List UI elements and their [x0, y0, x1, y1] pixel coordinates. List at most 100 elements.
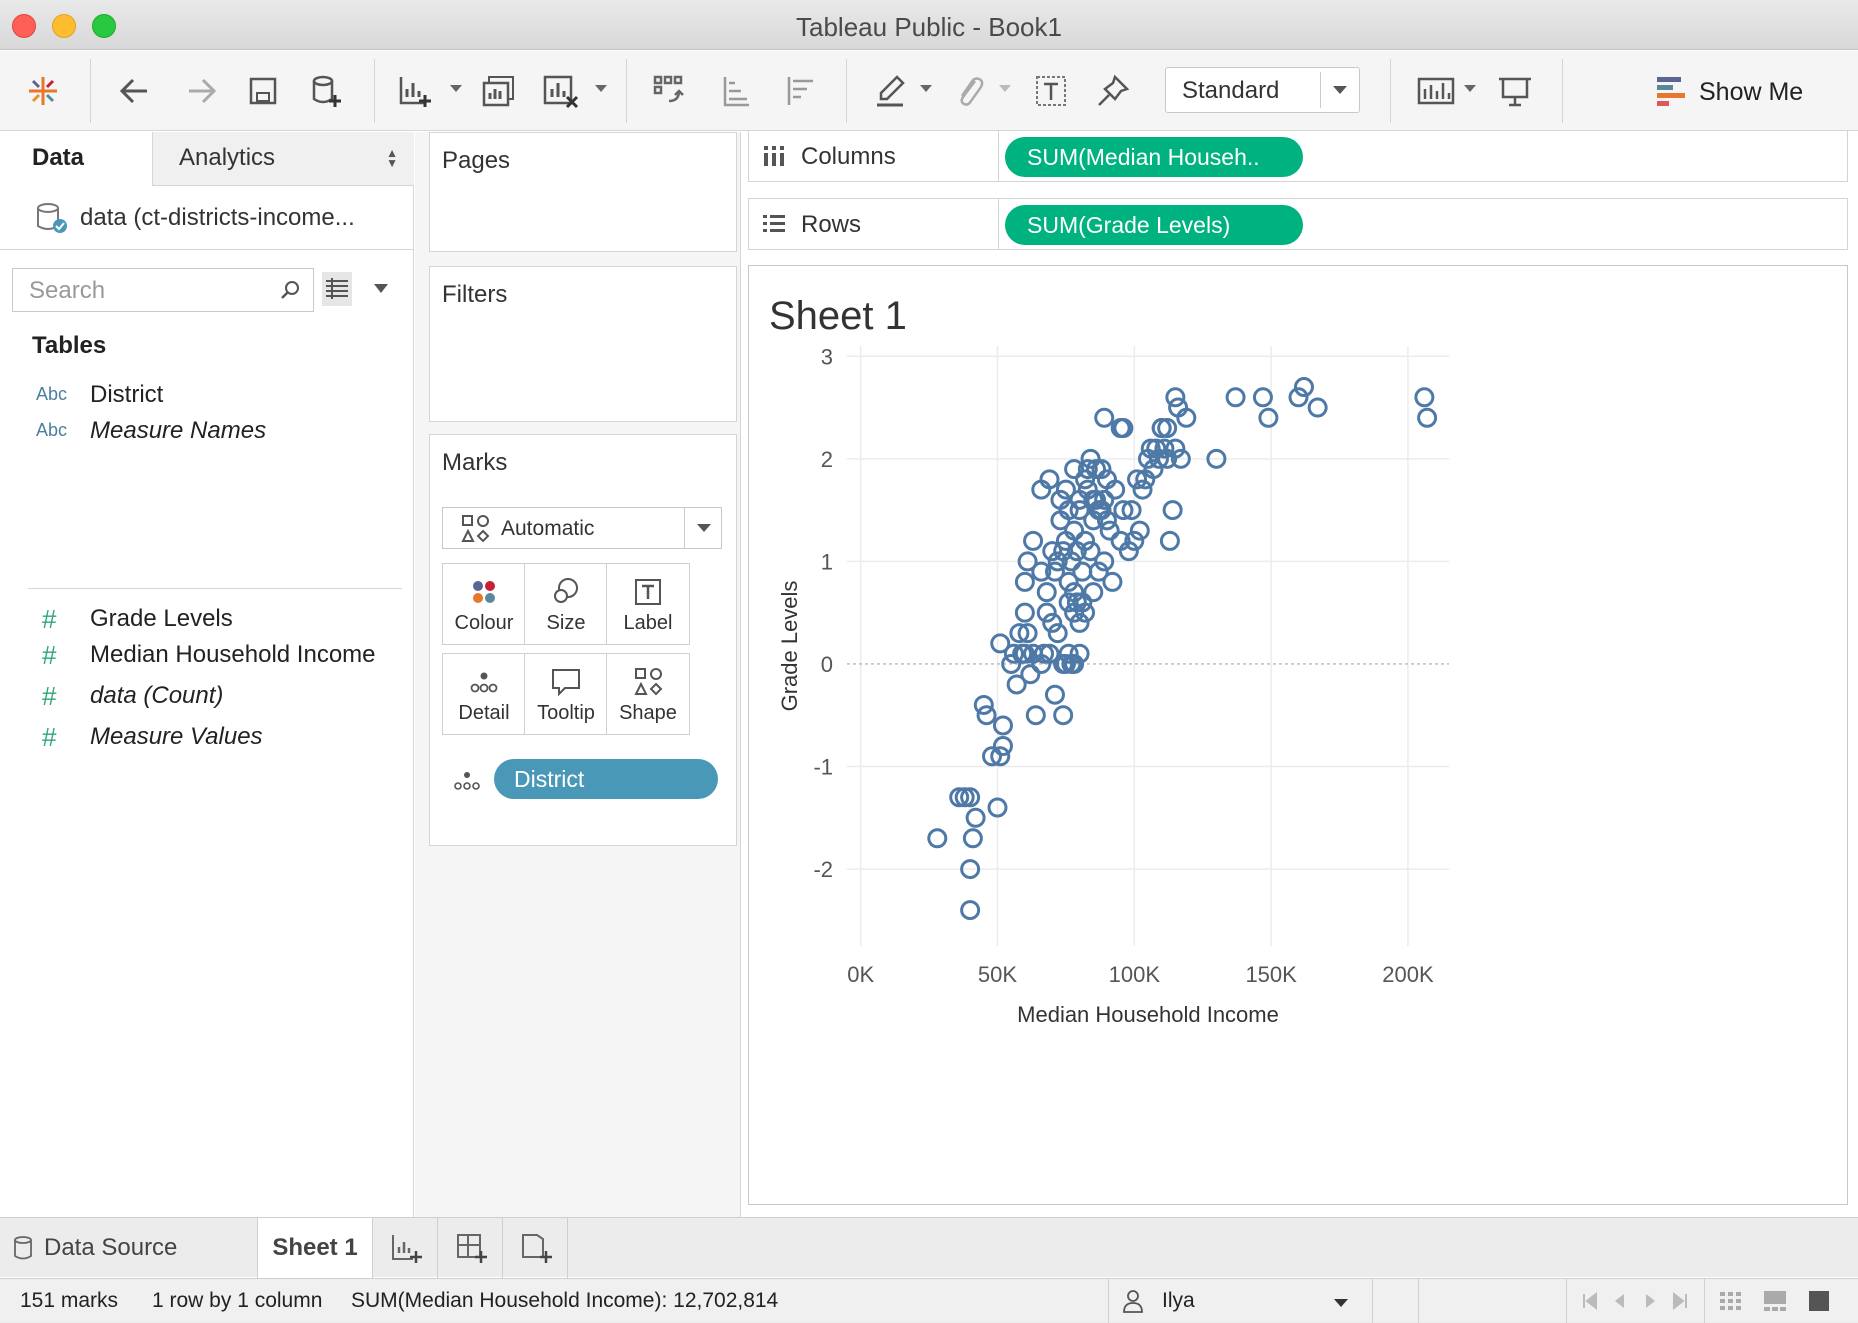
new-worksheet-icon[interactable]	[392, 69, 438, 113]
zoom-window-button[interactable]	[92, 14, 116, 38]
save-icon[interactable]	[240, 69, 286, 113]
scatter-point	[1014, 602, 1035, 623]
district-detail-pill[interactable]: District	[494, 759, 718, 799]
tooltip-button[interactable]: Tooltip	[524, 653, 608, 735]
tabs-view-icon[interactable]	[1806, 1289, 1832, 1313]
mark-type-dropdown[interactable]: Automatic	[442, 507, 722, 549]
field-search-input[interactable]: Search	[12, 268, 314, 312]
datasource-icon	[37, 203, 67, 233]
field-grade-levels[interactable]: # Grade Levels	[0, 600, 414, 640]
shelf-divider	[998, 131, 999, 181]
scatter-point	[1058, 571, 1079, 592]
number-type-icon: #	[42, 640, 57, 670]
scatter-point	[1307, 397, 1328, 418]
field-measure-names[interactable]: Abc Measure Names	[0, 412, 414, 452]
last-page-icon[interactable]	[1670, 1291, 1690, 1311]
show-me-button[interactable]: Show Me	[1655, 69, 1803, 115]
scatter-point	[987, 797, 1008, 818]
y-tick-label: 1	[821, 549, 833, 574]
clear-sheet-icon[interactable]	[538, 69, 584, 113]
label-button[interactable]: Label	[606, 563, 690, 645]
field-name: Measure Values	[90, 723, 263, 750]
field-district[interactable]: Abc District	[0, 376, 414, 416]
tab-data[interactable]: Data	[0, 132, 152, 186]
user-name[interactable]: Ilya	[1162, 1289, 1195, 1312]
tableau-logo-icon[interactable]	[20, 69, 66, 113]
toolbar-separator	[374, 59, 375, 123]
first-page-icon[interactable]	[1580, 1291, 1600, 1311]
status-bar: 151 marks 1 row by 1 column SUM(Median H…	[0, 1278, 1858, 1323]
new-worksheet-dropdown-caret[interactable]	[450, 85, 462, 92]
view-options-dropdown-caret[interactable]	[374, 284, 388, 293]
toolbar-separator	[846, 59, 847, 123]
colour-button[interactable]: Colour	[442, 563, 526, 645]
new-dashboard-tab-button[interactable]	[439, 1218, 503, 1278]
size-button[interactable]: Size	[524, 563, 608, 645]
columns-pill[interactable]: SUM(Median Househ..	[1005, 137, 1303, 177]
sort-ascending-icon[interactable]	[712, 69, 758, 113]
sum-readout: SUM(Median Household Income): 12,702,814	[351, 1289, 779, 1312]
scatter-point	[976, 705, 997, 726]
x-axis-label: Median Household Income	[1017, 1002, 1279, 1027]
highlight-dropdown-caret[interactable]	[920, 85, 932, 92]
fit-dropdown[interactable]: Standard	[1165, 67, 1360, 113]
new-story-tab-button[interactable]	[504, 1218, 568, 1278]
presentation-mode-icon[interactable]	[1492, 69, 1538, 113]
show-cards-icon[interactable]	[1412, 69, 1458, 113]
undo-arrow-icon[interactable]	[112, 69, 158, 113]
fix-axes-pin-icon[interactable]	[1090, 69, 1136, 113]
new-worksheet-tab-button[interactable]	[374, 1218, 438, 1278]
pages-card[interactable]: Pages	[429, 132, 737, 252]
minimize-window-button[interactable]	[52, 14, 76, 38]
field-measure-values[interactable]: # Measure Values	[0, 718, 414, 758]
shape-button[interactable]: Shape	[606, 653, 690, 735]
detail-button[interactable]: Detail	[442, 653, 526, 735]
scatter-point	[1072, 592, 1093, 613]
rows-shelf[interactable]: Rows SUM(Grade Levels)	[748, 198, 1848, 250]
previous-page-icon[interactable]	[1610, 1291, 1630, 1311]
clear-sheet-dropdown-caret[interactable]	[595, 85, 607, 92]
mark-type-divider	[684, 508, 685, 548]
next-page-icon[interactable]	[1640, 1291, 1660, 1311]
scatter-point	[1086, 459, 1107, 480]
highlight-icon[interactable]	[868, 69, 914, 113]
sheet-title[interactable]: Sheet 1	[769, 294, 907, 338]
search-icon	[281, 281, 299, 299]
group-dropdown-caret[interactable]	[999, 85, 1011, 92]
field-data-count[interactable]: # data (Count)	[0, 677, 414, 717]
redo-arrow-icon[interactable]	[178, 69, 224, 113]
list-view-icon	[326, 278, 348, 299]
show-cards-dropdown-caret[interactable]	[1464, 85, 1476, 92]
sheet1-tab[interactable]: Sheet 1	[257, 1218, 373, 1278]
sort-descending-icon[interactable]	[776, 69, 822, 113]
duplicate-sheet-icon[interactable]	[476, 69, 522, 113]
scatter-point	[1003, 643, 1024, 664]
rows-pill[interactable]: SUM(Grade Levels)	[1005, 205, 1303, 245]
rows-label: Rows	[801, 211, 862, 238]
colour-palette-icon	[473, 581, 495, 603]
filmstrip-view-icon[interactable]	[1762, 1289, 1788, 1313]
swap-rows-columns-icon[interactable]	[646, 69, 692, 113]
data-source-tab[interactable]: Data Source	[12, 1218, 252, 1278]
new-worksheet-icon	[391, 1235, 422, 1263]
columns-label: Columns	[801, 143, 896, 170]
filters-card[interactable]: Filters	[429, 266, 737, 422]
columns-shelf[interactable]: Columns SUM(Median Househ..	[748, 130, 1848, 182]
datasource-row[interactable]: data (ct-districts-income...	[0, 186, 414, 250]
rows-icon	[763, 215, 785, 232]
scatter-point	[1083, 582, 1104, 603]
scatter-point	[1151, 418, 1172, 439]
grid-view-icon[interactable]	[1718, 1289, 1744, 1313]
close-window-button[interactable]	[12, 14, 36, 38]
new-data-source-icon[interactable]	[302, 69, 348, 113]
show-mark-labels-icon[interactable]	[1028, 69, 1074, 113]
field-median-household-income[interactable]: # Median Household Income	[0, 636, 414, 676]
tab-analytics[interactable]: Analytics ▲ ▼	[152, 132, 414, 186]
scatter-point	[1050, 489, 1071, 510]
scatter-point	[1165, 438, 1186, 459]
group-paperclip-icon[interactable]	[946, 69, 992, 113]
list-view-toggle[interactable]	[322, 272, 352, 306]
user-dropdown-caret[interactable]	[1334, 1299, 1348, 1307]
y-tick-label: 0	[821, 652, 833, 677]
